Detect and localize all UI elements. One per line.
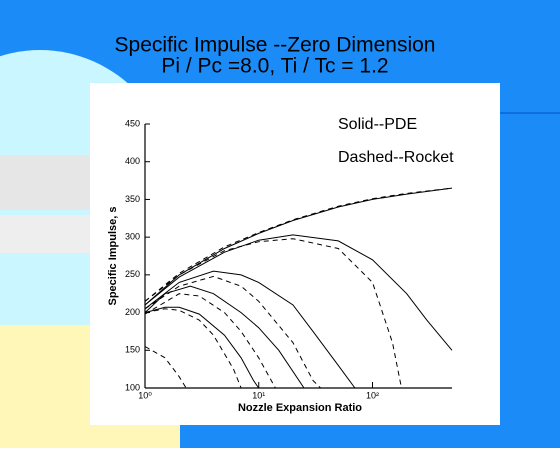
y-tick-label: 100 <box>125 382 140 392</box>
annotation: Solid--PDE <box>338 116 417 133</box>
y-tick-label: 300 <box>125 232 140 242</box>
curve <box>144 346 187 389</box>
chart-panel <box>90 83 500 425</box>
y-tick-label: 350 <box>125 194 140 204</box>
curve <box>144 275 321 389</box>
curve <box>144 238 402 389</box>
curve <box>144 308 242 389</box>
x-tick-label: 10¹ <box>252 390 265 400</box>
curve <box>144 270 356 389</box>
x-axis-label: Nozzle Expansion Ratio <box>238 402 362 414</box>
x-tick-label: 10² <box>366 390 379 400</box>
annotation: Dashed--Rocket <box>338 149 454 166</box>
plot: 100 150 200 250 300 350 400 450 10⁰ 10¹ 10² <box>125 118 453 400</box>
y-tick-label: 250 <box>125 269 140 279</box>
curve <box>144 234 453 351</box>
curve <box>144 293 276 389</box>
y-tick-label: 150 <box>125 345 140 355</box>
y-tick-label: 400 <box>125 156 140 166</box>
x-tick-label: 10⁰ <box>138 390 152 400</box>
curve <box>144 187 453 306</box>
y-tick-label: 450 <box>125 118 140 128</box>
y-tick-label: 200 <box>125 307 140 317</box>
y-axis-label: Specific Impulse, s <box>107 206 119 305</box>
slide-subtitle: Pi / Pc =8.0, Ti / Tc = 1.2 <box>161 55 388 78</box>
curve <box>144 285 305 389</box>
slide-title: Specific Impulse --Zero Dimension <box>115 34 436 57</box>
curve <box>144 306 260 389</box>
